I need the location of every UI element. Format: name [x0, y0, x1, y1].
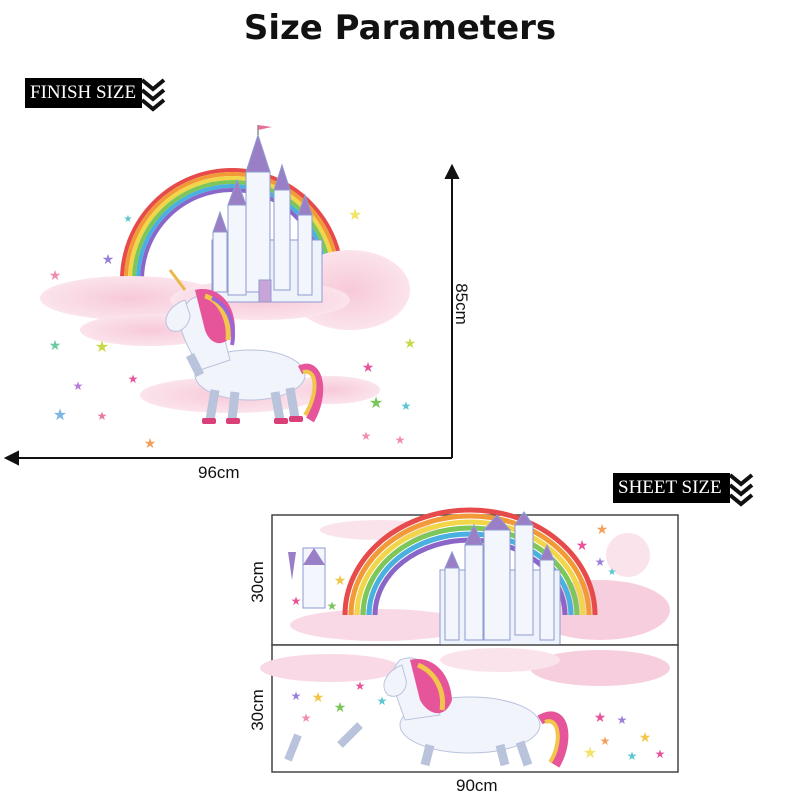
double-chevron-down-icon	[140, 78, 166, 112]
svg-text:★: ★	[49, 268, 62, 284]
height-arrow	[3, 163, 460, 466]
svg-text:★: ★	[369, 393, 383, 412]
svg-text:★: ★	[95, 337, 109, 356]
svg-text:★: ★	[361, 429, 372, 443]
svg-text:★: ★	[97, 409, 108, 423]
sheet-bottom: ★ ★ ★ ★ ★ ★ ★ ★ ★ ★ ★ ★ ★	[260, 644, 679, 773]
svg-text:★: ★	[639, 730, 652, 746]
clouds	[40, 250, 410, 413]
svg-text:★: ★	[377, 694, 388, 708]
finish-width-label: 96cm	[198, 463, 240, 482]
svg-text:★: ★	[128, 372, 139, 386]
page-title: Size Parameters	[243, 8, 557, 48]
svg-text:★: ★	[327, 599, 338, 613]
svg-text:★: ★	[124, 214, 133, 225]
svg-text:★: ★	[49, 338, 62, 354]
finish-size-tag: FINISH SIZE	[25, 78, 142, 108]
svg-text:★: ★	[312, 690, 325, 706]
svg-text:★: ★	[600, 734, 611, 748]
rainbow	[120, 168, 344, 281]
svg-text:★: ★	[608, 567, 617, 578]
svg-text:★: ★	[583, 743, 597, 762]
svg-text:★: ★	[291, 594, 302, 608]
sheet-top-height-label: 30cm	[247, 561, 267, 603]
sheet-width-label: 90cm	[456, 776, 498, 795]
sheet-bottom-height-label: 30cm	[247, 689, 267, 731]
svg-text:★: ★	[596, 522, 609, 538]
svg-text:★: ★	[395, 433, 406, 447]
svg-text:★: ★	[401, 399, 412, 413]
svg-text:★: ★	[301, 711, 312, 725]
svg-text:★: ★	[576, 538, 589, 554]
svg-text:★: ★	[334, 573, 347, 589]
svg-text:★: ★	[348, 205, 362, 224]
svg-text:★: ★	[102, 252, 115, 268]
svg-text:★: ★	[144, 436, 157, 452]
svg-text:★: ★	[355, 679, 366, 693]
castle	[211, 125, 323, 303]
svg-text:★: ★	[291, 689, 302, 703]
finish-height-label: 85cm	[451, 283, 471, 325]
stars: ★ ★ ★ ★ ★ ★ ★ ★ ★ ★ ★ ★ ★ ★ ★ ★ ★	[49, 205, 417, 452]
double-chevron-down-icon	[728, 473, 754, 507]
svg-text:★: ★	[404, 336, 417, 352]
svg-text:★: ★	[53, 405, 67, 424]
svg-text:★: ★	[334, 700, 347, 716]
svg-text:★: ★	[362, 360, 375, 376]
sheet-top: ★ ★ ★ ★ ★ ★ ★	[271, 507, 679, 646]
svg-text:★: ★	[617, 713, 628, 727]
sheet-size-tag: SHEET SIZE	[613, 473, 730, 503]
svg-text:★: ★	[627, 749, 638, 763]
unicorn	[165, 269, 324, 424]
sheet-top-pieces	[288, 533, 650, 609]
svg-text:★: ★	[594, 710, 607, 726]
svg-text:★: ★	[73, 379, 84, 393]
svg-text:★: ★	[595, 555, 606, 569]
svg-text:★: ★	[655, 747, 666, 761]
